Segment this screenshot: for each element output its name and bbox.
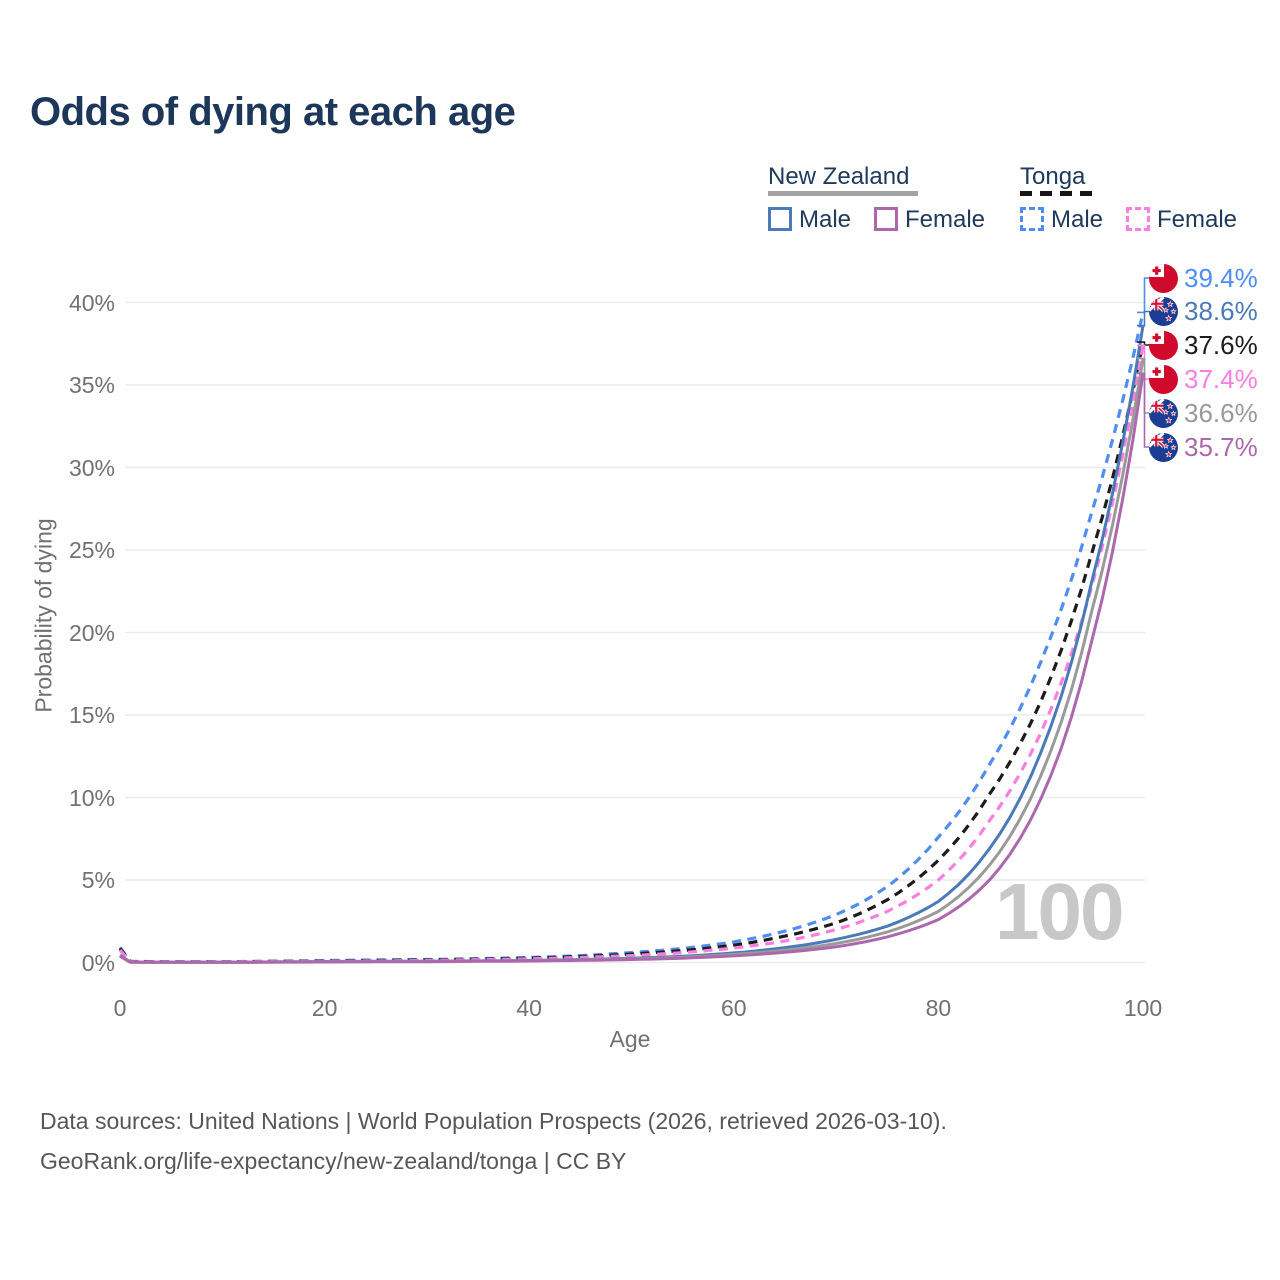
series-line-nz-total	[119, 358, 1145, 964]
legend-label-tonga-female: Female	[1157, 206, 1238, 233]
legend-label-nz-male: Male	[799, 206, 852, 233]
series-end-label: 37.4%	[1184, 363, 1258, 394]
end-label-connector-nz-male	[1137, 310, 1151, 327]
y-tick-label: 20%	[68, 619, 115, 646]
legend-swatch-nz-male	[768, 207, 792, 231]
series-end-label: 37.6%	[1184, 329, 1258, 360]
tonga-flag-icon	[1149, 364, 1178, 394]
legend-underline-tonga	[1020, 191, 1094, 196]
page-title: Odds of dying at each age	[30, 90, 516, 134]
end-label-row-nz-total: 36.6%	[1149, 396, 1258, 430]
legend-swatch-nz-female	[874, 207, 898, 231]
x-tick-label: 20	[311, 995, 338, 1021]
y-tick-label: 25%	[68, 537, 115, 563]
x-tick-label: 80	[925, 995, 952, 1021]
y-tick-label: 30%	[68, 454, 115, 481]
legend-group-tonga: Tonga	[1020, 163, 1086, 190]
legend-label-nz-female: Female	[905, 206, 986, 233]
legend-group-new-zealand: New Zealand	[768, 163, 910, 190]
end-label-row-tonga-male: 39.4%	[1149, 261, 1258, 295]
y-tick-label: 0%	[81, 949, 115, 976]
x-tick-label: 0	[113, 995, 127, 1021]
series-end-label: 36.6%	[1184, 397, 1258, 428]
end-label-row-nz-female: 35.7%	[1149, 430, 1258, 464]
new-zealand-flag-icon	[1149, 398, 1178, 428]
x-tick-label: 100	[1123, 995, 1163, 1021]
series-line-tonga-total	[118, 341, 1145, 964]
series-end-label: 38.6%	[1184, 296, 1258, 326]
x-tick-label: 60	[721, 995, 747, 1021]
legend-swatch-tonga-male	[1020, 207, 1044, 231]
y-tick-label: 10%	[68, 784, 115, 811]
legend-swatch-tonga-female	[1126, 207, 1150, 231]
y-tick-label: 15%	[68, 702, 115, 728]
series-end-label: 35.7%	[1184, 431, 1258, 462]
end-label-row-tonga-female: 37.4%	[1149, 362, 1258, 396]
footer-data-sources: Data sources: United Nations | World Pop…	[40, 1108, 947, 1134]
y-tick-label: 35%	[68, 372, 115, 398]
tonga-flag-icon	[1149, 263, 1178, 293]
legend-underline-new-zealand	[768, 191, 918, 196]
series-line-tonga-female	[118, 345, 1145, 964]
new-zealand-flag-icon	[1149, 432, 1178, 462]
end-label-row-nz-male: 38.6%	[1149, 295, 1258, 329]
end-label-row-tonga-total: 37.6%	[1149, 328, 1258, 362]
legend-label-tonga-male: Male	[1051, 206, 1104, 233]
end-label-connector-tonga-male	[1137, 277, 1151, 314]
age-watermark: 100	[995, 867, 1124, 956]
x-tick-label: 40	[516, 995, 542, 1021]
y-axis-title: Probability of dying	[30, 518, 57, 713]
footer-attribution: GeoRank.org/life-expectancy/new-zealand/…	[40, 1148, 627, 1174]
new-zealand-flag-icon	[1149, 297, 1178, 326]
series-end-label: 39.4%	[1184, 262, 1258, 293]
y-tick-label: 5%	[81, 867, 115, 893]
tonga-flag-icon	[1149, 330, 1178, 360]
series-line-nz-female	[119, 373, 1145, 964]
end-label-connector-nz-female	[1137, 372, 1151, 448]
y-tick-label: 40%	[68, 289, 115, 316]
x-axis-title: Age	[609, 1026, 651, 1052]
end-label-connector-tonga-total	[1137, 341, 1151, 346]
